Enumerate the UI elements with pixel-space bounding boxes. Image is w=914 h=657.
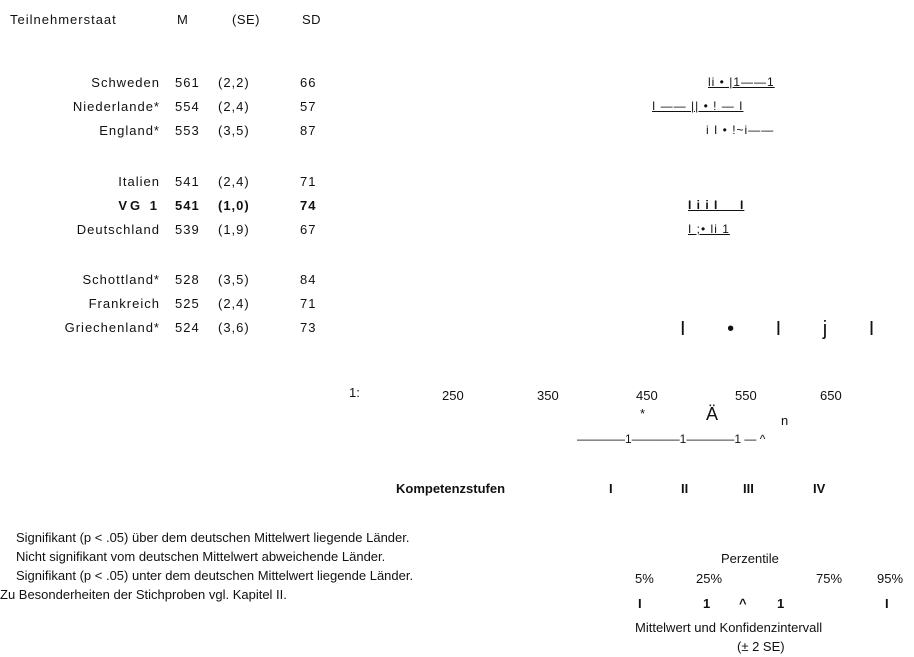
note-line: Signifikant (p < .05) über dem deutschen…	[16, 530, 410, 545]
legend-title: Perzentile	[721, 551, 779, 566]
country-mean: 553	[175, 123, 200, 138]
legend-mark: I	[638, 596, 642, 611]
scale-tick: 350	[537, 388, 559, 403]
legend-pct: 5%	[635, 571, 654, 586]
country-se: (1,9)	[218, 222, 250, 237]
legend-mark: ^	[739, 596, 747, 611]
country-se: (3,5)	[218, 123, 250, 138]
country-name: Frankreich	[88, 296, 160, 311]
country-name: Schottland*	[82, 272, 160, 287]
note-line: Signifikant (p < .05) unter dem deutsche…	[16, 568, 414, 583]
levels-label: Kompetenzstufen	[396, 481, 506, 496]
country-mean: 541	[175, 198, 200, 213]
country-se: (2,4)	[218, 99, 250, 114]
country-mean: 528	[175, 272, 200, 287]
country-name: England*	[99, 123, 160, 138]
scale-tick: 650	[820, 388, 842, 403]
country-sd: 57	[300, 99, 317, 114]
country-mean: 525	[175, 296, 200, 311]
percentile-bar-glyphs: li • |1——1	[708, 75, 775, 89]
country-name: Italien	[118, 174, 160, 189]
legend-pct: 25%	[696, 571, 723, 586]
country-mean: 561	[175, 75, 200, 90]
scale-tick: 450	[636, 388, 658, 403]
legend-caption: Mittelwert und Konfidenzintervall	[635, 620, 823, 635]
percentile-bar-glyphs: I —— || • ! — I	[652, 99, 744, 113]
percentile-bar-glyphs: I • I j I	[680, 318, 893, 340]
scale-prefix: 1:	[349, 385, 360, 400]
level-item: I	[609, 481, 613, 496]
scale-axis: ————1————1————1 — ^	[577, 432, 766, 446]
country-se: (2,2)	[218, 75, 250, 90]
scale-tick: 250	[442, 388, 464, 403]
country-se: (2,4)	[218, 174, 250, 189]
note-line: Zu Besonderheiten der Stichproben vgl. K…	[0, 587, 287, 602]
country-mean: 524	[175, 320, 200, 335]
header-se: (SE)	[232, 12, 260, 27]
country-mean: 539	[175, 222, 200, 237]
country-sd: 66	[300, 75, 317, 90]
legend-caption: (± 2 SE)	[737, 639, 785, 654]
scale-symbol: n	[781, 413, 789, 428]
legend-mark: 1	[777, 596, 785, 611]
note-line: Nicht signifikant vom deutschen Mittelwe…	[16, 549, 386, 564]
country-se: (1,0)	[218, 198, 250, 213]
country-name: Schweden	[91, 75, 160, 90]
country-sd: 73	[300, 320, 317, 335]
country-sd: 71	[300, 296, 317, 311]
legend-pct: 75%	[816, 571, 843, 586]
header-country: Teilnehmerstaat	[10, 12, 117, 27]
country-name: Niederlande*	[72, 99, 160, 114]
country-name: VG 1	[118, 198, 160, 213]
country-sd: 74	[300, 198, 317, 213]
percentile-bar-glyphs: I i i I I	[688, 198, 745, 212]
country-name: Deutschland	[76, 222, 160, 237]
legend-mark: I	[885, 596, 889, 611]
percentile-bar-glyphs: I ;• li 1	[688, 222, 730, 236]
country-se: (3,5)	[218, 272, 250, 287]
country-se: (2,4)	[218, 296, 250, 311]
country-mean: 554	[175, 99, 200, 114]
country-sd: 84	[300, 272, 317, 287]
level-item: IV	[813, 481, 826, 496]
legend-pct: 95%	[877, 571, 904, 586]
country-name: Griechenland*	[64, 320, 160, 335]
country-sd: 67	[300, 222, 317, 237]
level-item: III	[743, 481, 754, 496]
scale-symbol: Ä	[706, 404, 719, 424]
level-item: II	[681, 481, 689, 496]
country-mean: 541	[175, 174, 200, 189]
country-se: (3,6)	[218, 320, 250, 335]
header-m: M	[177, 12, 189, 27]
country-sd: 71	[300, 174, 317, 189]
percentile-bar-glyphs: i I • !~i——	[706, 123, 775, 137]
country-sd: 87	[300, 123, 317, 138]
header-sd: SD	[302, 12, 322, 27]
scale-tick: 550	[735, 388, 757, 403]
scale-symbol: *	[640, 406, 646, 421]
legend-mark: 1	[703, 596, 711, 611]
